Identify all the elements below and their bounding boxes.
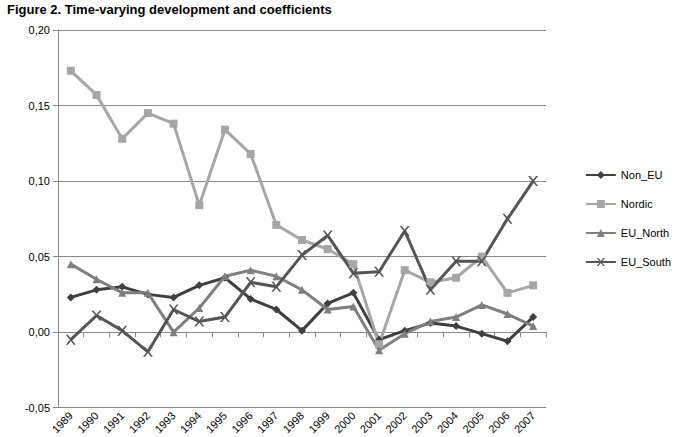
svg-text:1992: 1992 (126, 409, 152, 435)
svg-text:1991: 1991 (101, 409, 127, 435)
svg-text:2002: 2002 (383, 409, 409, 435)
svg-text:0,05: 0,05 (29, 251, 50, 263)
svg-text:1998: 1998 (280, 409, 306, 435)
svg-text:1996: 1996 (229, 409, 255, 435)
svg-text:Nordic: Nordic (621, 198, 653, 210)
svg-text:0,20: 0,20 (29, 24, 50, 36)
svg-text:0,10: 0,10 (29, 175, 50, 187)
svg-text:Figure 2. Time-varying develop: Figure 2. Time-varying development and c… (7, 2, 332, 17)
svg-text:0,15: 0,15 (29, 100, 50, 112)
svg-text:2006: 2006 (486, 409, 512, 435)
svg-text:1999: 1999 (306, 409, 332, 435)
svg-text:1993: 1993 (152, 409, 178, 435)
svg-text:1997: 1997 (255, 409, 281, 435)
svg-text:-0,05: -0,05 (25, 402, 50, 414)
svg-text:2000: 2000 (332, 409, 358, 435)
svg-text:1990: 1990 (75, 409, 101, 435)
svg-text:EU_North: EU_North (621, 227, 669, 239)
svg-text:2003: 2003 (409, 409, 435, 435)
svg-text:1994: 1994 (178, 409, 204, 435)
svg-text:2007: 2007 (512, 409, 538, 435)
svg-text:0,00: 0,00 (29, 326, 50, 338)
svg-text:Non_EU: Non_EU (621, 169, 663, 181)
svg-text:EU_South: EU_South (621, 256, 671, 268)
svg-text:2004: 2004 (435, 409, 461, 435)
svg-text:1995: 1995 (203, 409, 229, 435)
svg-text:1989: 1989 (49, 409, 75, 435)
svg-text:2001: 2001 (358, 409, 384, 435)
svg-text:2005: 2005 (460, 409, 486, 435)
